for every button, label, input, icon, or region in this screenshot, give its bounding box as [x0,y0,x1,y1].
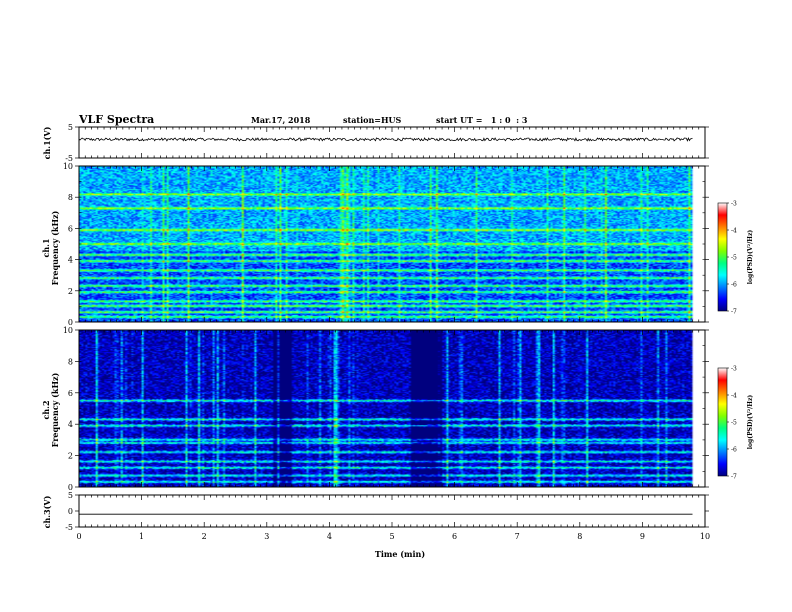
colorbar-bar [717,367,728,477]
y-tick-label: 4 [68,256,73,265]
ch2-spectrogram-panel: 0 2 4 6 8 10 [63,326,709,492]
x-tick-label: 0 [76,532,81,541]
colorbar-tick-label: -5 [731,255,737,262]
y-tick-label: -5 [65,523,73,532]
x-tick-label: 7 [515,532,520,541]
colorbar-tick-label: -7 [731,474,737,481]
ch1-spec-ylabel-line1: ch.1 [41,238,51,257]
chart-title: VLF Spectra [78,113,154,126]
colorbar-tick-label: -7 [731,309,737,316]
colorbar-ch1: -3 -4 -5 -6 -7 log(PSD)(V²/Hz) [717,201,754,316]
colorbar-tick-label: -3 [731,366,737,373]
x-tick-label: 3 [264,532,269,541]
x-tick-label: 8 [577,532,582,541]
colorbar-label: log(PSD)(V²/Hz) [747,395,754,450]
x-tick-label: 5 [389,532,394,541]
ch1-spectrogram-image [79,166,705,322]
y-tick-label: 4 [68,420,73,429]
ch1-ylabel: ch.1(V) [42,126,52,159]
ch2-spec-ylabel-line1: ch.2 [41,400,51,419]
y-tick-label: 8 [68,193,73,202]
colorbar-tick-label: -4 [731,228,737,235]
y-tick-label: 2 [68,452,73,461]
colorbar-tick-label: -4 [731,393,737,400]
x-tick-label: 10 [700,532,710,541]
y-tick-label: 0 [68,318,73,327]
y-tick-label: -5 [65,154,73,163]
y-tick-label: 6 [68,224,73,233]
x-tick-label: 1 [139,532,144,541]
y-tick-label: 6 [68,389,73,398]
x-tick-label: 2 [202,532,207,541]
start-time-label: start UT = 1 : 0 : 3 [436,115,528,125]
ch1-waveform-line [78,137,693,142]
y-tick-label: 10 [63,162,73,171]
y-tick-label: 5 [68,123,73,132]
ch1-waveform-panel: 5 -5 [65,123,709,163]
y-tick-label: 10 [63,326,73,335]
x-tick-label: 9 [640,532,645,541]
ch3-ylabel: ch.3(V) [42,495,52,528]
x-tick-label: 6 [452,532,457,541]
y-tick-label: 2 [68,287,73,296]
x-axis-label: Time (min) [375,549,425,559]
ch3-waveform-panel: 50-50 1 2 3 4 5 6 7 8 9 10 [65,491,710,541]
ch2-spec-ylabel-line2: Frequency (kHz) [50,372,60,447]
colorbar-tick-label: -5 [731,420,737,427]
colorbar-label: log(PSD)(V²/Hz) [747,230,754,285]
date-label: Mar.17, 2018 [251,115,311,125]
colorbar-bar [717,202,728,312]
ch1-spectrogram-panel: 0 2 4 6 8 10 [63,162,709,327]
y-tick-label: 0 [68,483,73,492]
station-label: station=HUS [343,115,402,125]
y-tick-label: 0 [68,507,73,516]
ch1-spec-ylabel-line2: Frequency (kHz) [50,210,60,285]
colorbar-ch2: -3 -4 -5 -6 -7 log(PSD)(V²/Hz) [717,366,754,481]
colorbar-tick-label: -6 [731,282,737,289]
ch2-spectrogram-image [79,330,705,487]
y-tick-label: 8 [68,357,73,366]
x-tick-label: 4 [327,532,332,541]
y-tick-label: 5 [68,491,73,500]
colorbar-tick-label: -6 [731,447,737,454]
colorbar-tick-label: -3 [731,201,737,208]
